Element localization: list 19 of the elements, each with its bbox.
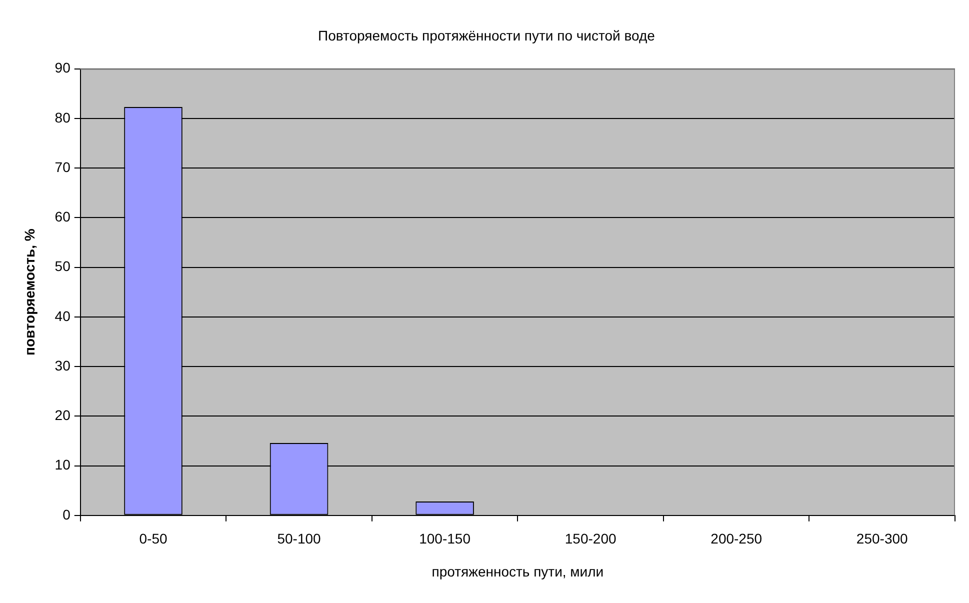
y-tick-label: 20 bbox=[54, 407, 71, 424]
y-tick-label: 90 bbox=[54, 60, 71, 76]
y-tick-label: 80 bbox=[54, 109, 71, 126]
chart-title: Повторяемость протяжённости пути по чистой воде bbox=[318, 27, 656, 44]
y-tick-label: 40 bbox=[54, 308, 71, 324]
y-tick-label: 0 bbox=[62, 506, 71, 522]
y-tick-label: 30 bbox=[54, 357, 71, 374]
x-tick-label: 200-250 bbox=[710, 530, 762, 547]
x-axis-title: протяженность пути, мили bbox=[432, 563, 604, 580]
y-tick-label: 60 bbox=[54, 208, 71, 225]
x-tick-label: 100-150 bbox=[419, 530, 471, 547]
y-tick-label: 70 bbox=[54, 158, 71, 175]
x-tick-label: 50-100 bbox=[277, 530, 322, 547]
x-tick-label: 0-50 bbox=[139, 530, 168, 547]
x-tick-label: 250-300 bbox=[856, 530, 908, 547]
y-axis-title: повторяемость, % bbox=[21, 228, 38, 356]
y-tick-label: 50 bbox=[54, 258, 71, 274]
y-tick-label: 10 bbox=[54, 456, 71, 473]
x-tick-label: 150-200 bbox=[564, 530, 616, 547]
